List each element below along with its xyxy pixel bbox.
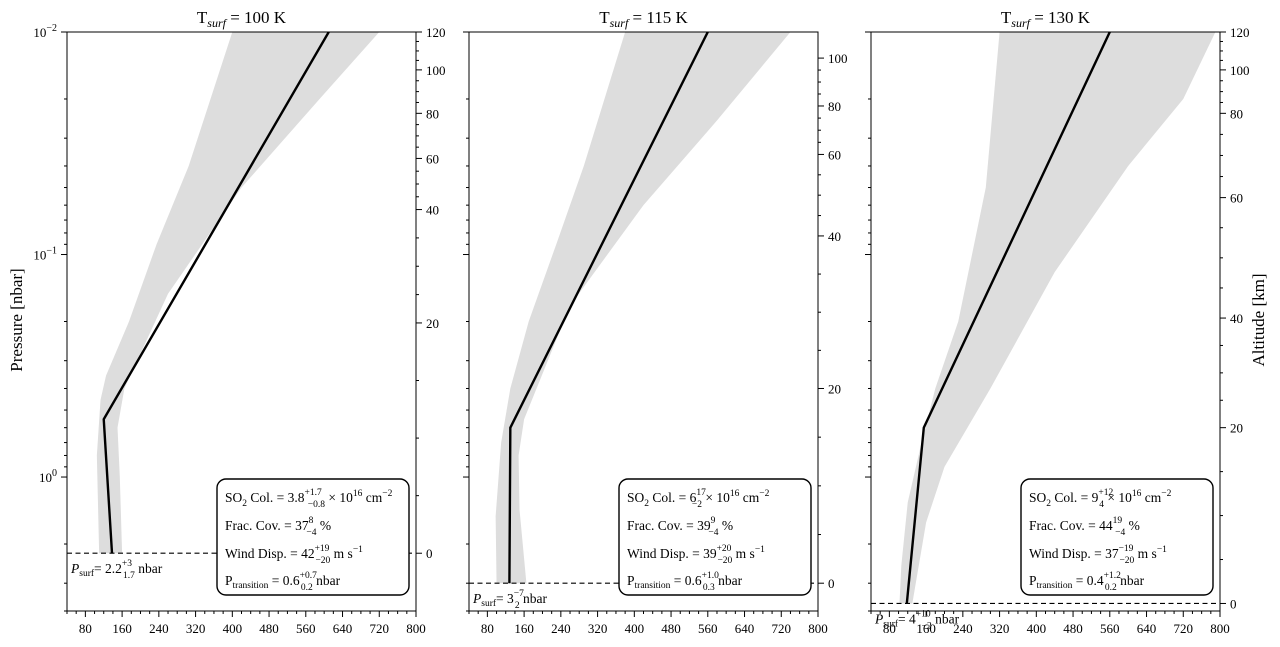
x-tick-label: 560 [698,621,718,636]
x-tick-label: 320 [990,621,1010,636]
altitude-tick-label: 0 [426,546,433,561]
altitude-tick-label: 60 [426,151,439,166]
transition-pressure-text: Ptransition = 0.6+0.7 0.2 nbar [225,571,341,593]
x-tick-label: 720 [370,621,390,636]
x-tick-label: 80 [79,621,92,636]
altitude-tick-label: 60 [828,147,841,162]
y-tick-label: 100 [39,468,57,485]
altitude-tick-label: 20 [1230,421,1243,436]
so2-column-text: SO2 Col. = 9+12 4 × 1016 cm−2 [1029,488,1172,510]
altitude-tick-label: 100 [426,63,446,78]
panels: 80 160 240 320 400 480 560 640 720 80010−210−1100… [33,8,1249,636]
x-tick-label: 240 [953,621,973,636]
altitude-tick-label: 100 [828,51,848,66]
x-tick-label: 240 [551,621,571,636]
x-tick-label: 640 [1137,621,1157,636]
x-tick-label: 640 [735,621,755,636]
fractional-coverage-text: Frac. Cov. = 399 −4 % [627,516,733,538]
altitude-tick-label: 0 [1230,596,1237,611]
x-tick-label: 720 [1174,621,1194,636]
altitude-tick-label: 120 [426,25,446,40]
x-tick-label: 800 [808,621,828,636]
x-tick-label: 320 [186,621,206,636]
x-tick-label: 320 [588,621,608,636]
altitude-tick-label: 80 [828,99,841,114]
x-tick-label: 800 [406,621,426,636]
x-tick-label: 400 [223,621,243,636]
x-tick-label: 480 [661,621,681,636]
so2-column-text: SO2 Col. = 3.8+1.7 −0.8 × 1016 cm−2 [225,488,393,510]
parameter-box [618,478,812,596]
y-axis-label-left: Pressure [nbar] [7,268,26,371]
x-tick-label: 480 [259,621,279,636]
altitude-tick-label: 120 [1230,25,1250,40]
surface-pressure-label: Psurf= 3−7 2 nbar [472,589,548,611]
x-tick-label: 80 [481,621,494,636]
x-tick-label: 160 [112,621,132,636]
y-tick-label: 10−1 [33,246,57,263]
panel-title: Tsurf = 100 K [197,8,287,30]
altitude-tick-label: 80 [1230,106,1243,121]
uncertainty-band [495,32,791,584]
panel-1: 80 160 240 320 400 480 560 640 720 80010−210−1100… [33,8,445,636]
wind-dispersion-text: Wind Disp. = 42+19 −20 m s−1 [225,544,363,566]
temperature-profile-line [905,32,1111,604]
panel-3: 80 160 240 320 400 480 560 640 720 80012010080604… [865,8,1250,636]
transition-pressure-text: Ptransition = 0.6+1.0 0.3 nbar [627,571,743,593]
temperature-profile-line [102,32,330,554]
x-tick-label: 560 [296,621,316,636]
x-tick-label: 480 [1063,621,1083,636]
wind-dispersion-text: Wind Disp. = 39+20 −20 m s−1 [627,544,765,566]
fractional-coverage-text: Frac. Cov. = 4419 −4 % [1029,516,1140,538]
panel-title: Tsurf = 130 K [1001,8,1091,30]
x-tick-label: 640 [333,621,353,636]
uncertainty-band [899,32,1216,604]
parameter-box [1020,478,1214,596]
altitude-tick-label: 20 [828,381,841,396]
surface-pressure-label: Psurf= 2.2+3 1.7 nbar [70,559,163,581]
parameter-box [216,478,410,596]
x-tick-label: 400 [1027,621,1047,636]
panel-title: Tsurf = 115 K [599,8,688,30]
altitude-tick-label: 60 [1230,191,1243,206]
altitude-tick-label: 20 [426,316,439,331]
x-tick-label: 160 [514,621,534,636]
transition-pressure-text: Ptransition = 0.4+1.2 0.2 nbar [1029,571,1145,593]
altitude-tick-label: 40 [1230,311,1243,326]
x-tick-label: 400 [625,621,645,636]
altitude-tick-label: 100 [1230,63,1250,78]
surface-pressure-label: Psurf= 4+10 −2 nbar [874,609,960,631]
wind-dispersion-text: Wind Disp. = 37−19 −20 m s−1 [1029,544,1167,566]
so2-column-text: SO2 Col. = 617 −2 × 1016 cm−2 [627,488,770,510]
x-tick-label: 240 [149,621,169,636]
altitude-tick-label: 40 [828,229,841,244]
x-tick-label: 80 [883,621,896,636]
y-axis-label-right: Altitude [km] [1249,273,1268,366]
uncertainty-band [96,32,380,554]
temperature-profile-line [508,32,709,584]
panel-2: 80 160 240 320 400 480 560 640 720 800 100 80 60 40 20… [463,8,848,636]
altitude-tick-label: 80 [426,106,439,121]
altitude-tick-label: 40 [426,203,439,218]
altitude-tick-label: 0 [828,576,835,591]
x-tick-label: 160 [916,621,936,636]
x-tick-label: 720 [772,621,792,636]
y-tick-label: 10−2 [33,23,57,40]
x-tick-label: 560 [1100,621,1120,636]
x-tick-label: 800 [1210,621,1230,636]
fractional-coverage-text: Frac. Cov. = 378 −4 % [225,516,331,538]
